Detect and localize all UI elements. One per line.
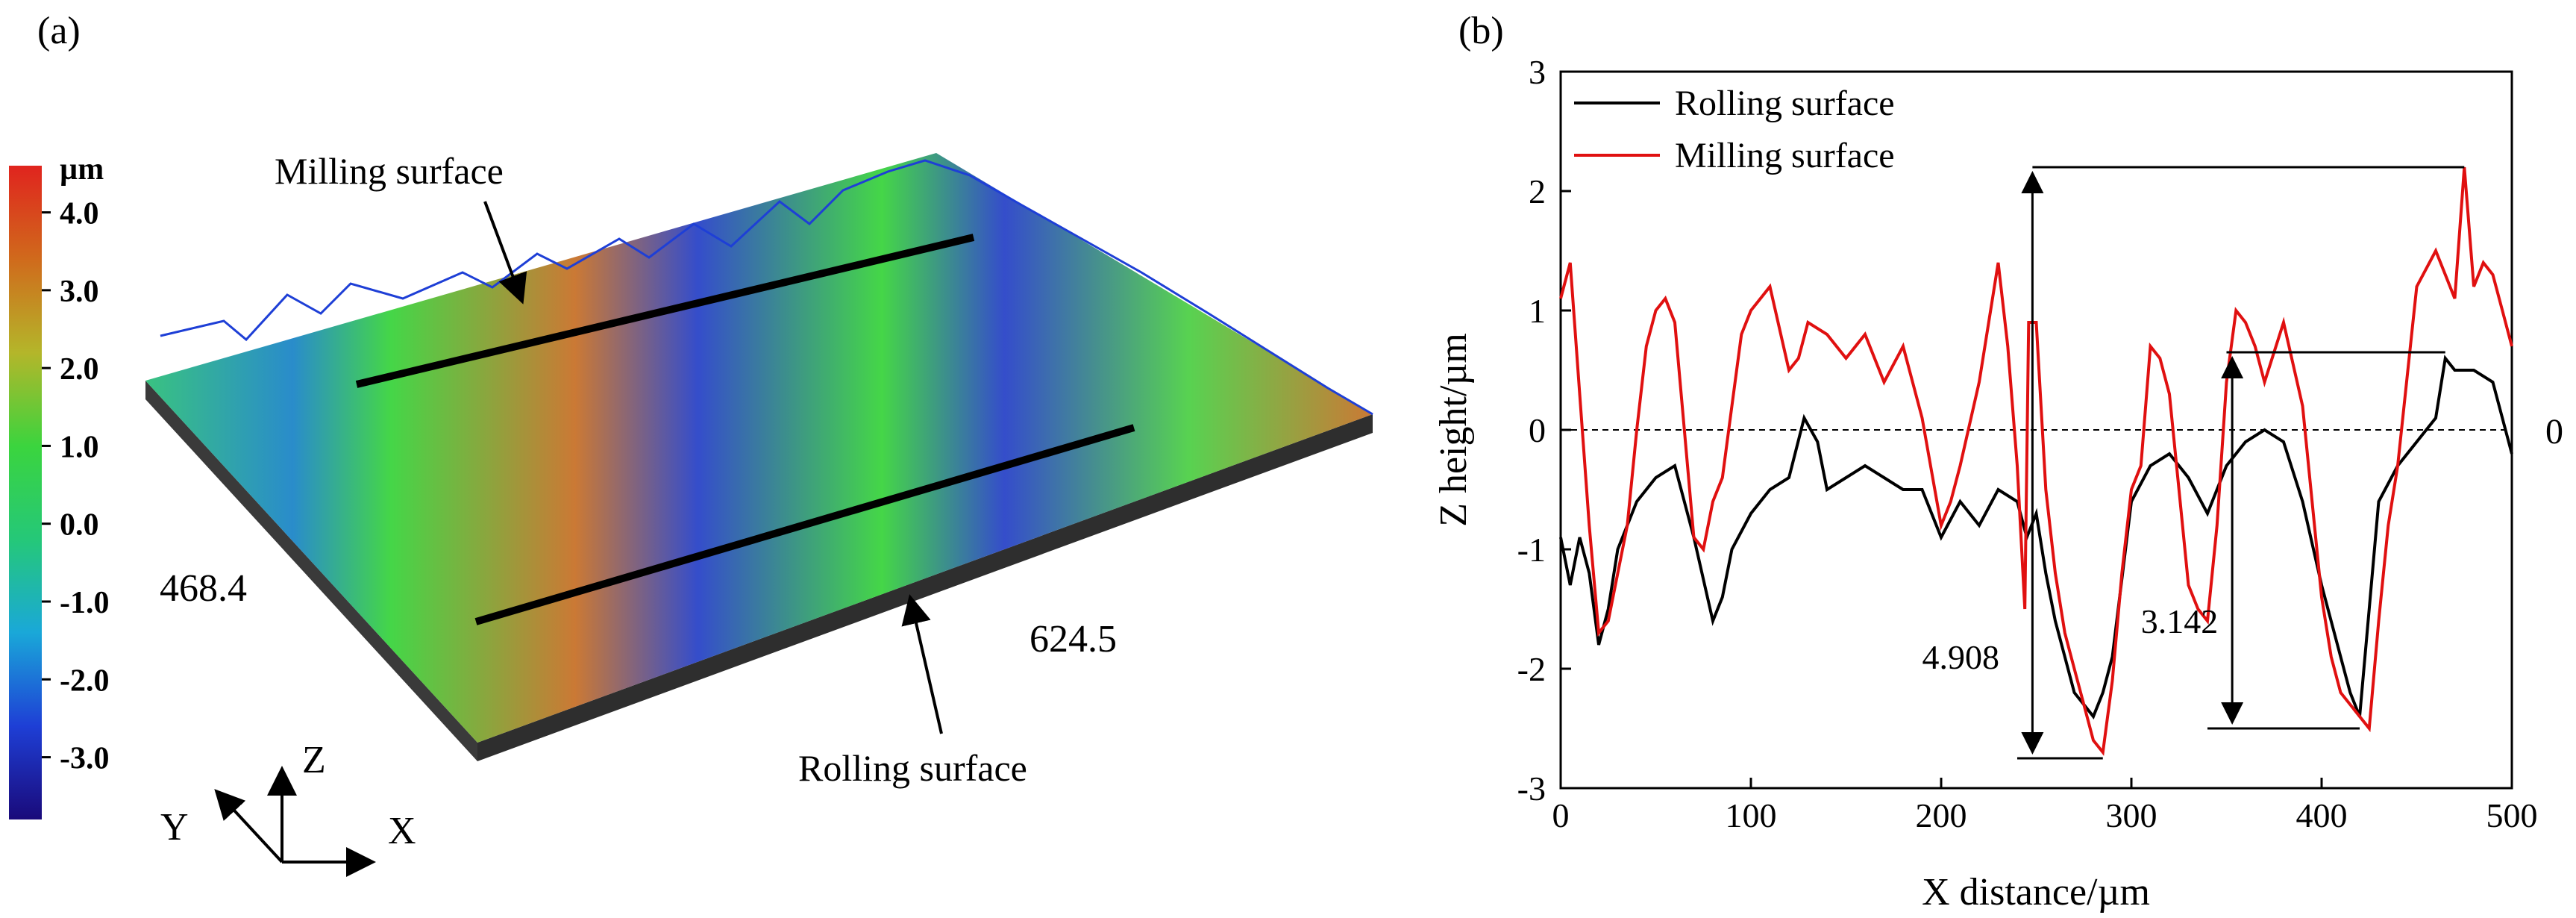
colorbar-tick-label: 3.0 bbox=[60, 275, 99, 309]
milling-surface-series bbox=[1559, 166, 2513, 756]
x-tick-label: 100 bbox=[1726, 796, 1777, 834]
colorbar-tick-label: 2.0 bbox=[60, 352, 99, 387]
surface-top bbox=[145, 153, 1373, 743]
range-annotations bbox=[2017, 166, 2465, 760]
surface-ridge-profile bbox=[160, 159, 1373, 416]
milling-range-label: 4.908 bbox=[1922, 638, 2000, 676]
colorbar-tick-label: 1.0 bbox=[60, 430, 99, 464]
y-tick-label: 0 bbox=[1529, 411, 1546, 449]
legend-milling-label: Milling surface bbox=[1675, 136, 1895, 175]
colorbar-unit: µm bbox=[60, 152, 104, 187]
rolling-scan-line bbox=[474, 424, 1135, 625]
triad-y-label: Y bbox=[160, 806, 189, 849]
dimension-y-extent: 468.4 bbox=[160, 567, 247, 610]
x-tick-label: 0 bbox=[1552, 796, 1570, 834]
x-tick-label: 400 bbox=[2296, 796, 2348, 834]
x-axis-title: X distance/µm bbox=[1922, 871, 2150, 914]
milling-scan-line bbox=[355, 234, 975, 388]
y-axis-title: Z height/µm bbox=[1432, 333, 1475, 527]
colorbar-tick-label: 4.0 bbox=[60, 197, 99, 231]
y-tick-label: -3 bbox=[1517, 769, 1546, 808]
colorbar-ramp bbox=[9, 166, 42, 819]
panel-b-label: (b) bbox=[1458, 10, 1504, 52]
surface-3d bbox=[145, 153, 1373, 761]
y-tick-label: -1 bbox=[1517, 531, 1546, 569]
y-axis-ticks: -3 -2 -1 0 1 2 3 bbox=[1517, 53, 1571, 808]
panel-b: (b) 0 100 200 300 400 500 -3 -2 -1 0 1 2 3 4.908 3.… bbox=[1432, 10, 2563, 914]
y-tick-label: 3 bbox=[1529, 53, 1546, 91]
colorbar-ticks: 4.0 3.0 2.0 1.0 0.0 -1.0 -2.0 -3.0 bbox=[42, 197, 110, 776]
x-tick-label: 500 bbox=[2486, 796, 2538, 834]
panel-a: (a) µm 4.0 3.0 2.0 1.0 0.0 -1.0 -2.0 -3.0 Milli… bbox=[9, 10, 1373, 877]
rolling-surface-label: Rolling surface bbox=[798, 747, 1027, 789]
colorbar-tick-label: -3.0 bbox=[60, 742, 110, 776]
y-tick-label: -2 bbox=[1517, 650, 1546, 688]
colorbar-tick-label: 0.0 bbox=[60, 508, 99, 543]
legend: Rolling surface Milling surface bbox=[1574, 84, 1895, 175]
triad-y-axis bbox=[214, 789, 283, 864]
dimension-x-extent: 624.5 bbox=[1030, 618, 1117, 661]
rolling-surface-series bbox=[1559, 355, 2513, 719]
rolling-arrow bbox=[901, 594, 943, 734]
triad-x-label: X bbox=[388, 810, 416, 852]
colorbar-tick-label: -1.0 bbox=[60, 586, 110, 620]
axes-triad: Z X Y bbox=[160, 739, 416, 877]
surface-base-right bbox=[477, 414, 1373, 761]
x-tick-label: 200 bbox=[1916, 796, 1967, 834]
colorbar: µm 4.0 3.0 2.0 1.0 0.0 -1.0 -2.0 -3.0 bbox=[9, 152, 110, 819]
surface-base-front bbox=[145, 381, 477, 761]
x-tick-label: 300 bbox=[2106, 796, 2157, 834]
y-tick-label: 1 bbox=[1529, 292, 1546, 330]
panel-a-label: (a) bbox=[37, 10, 81, 52]
zero-side-label: 0 bbox=[2545, 412, 2563, 452]
legend-rolling-label: Rolling surface bbox=[1675, 84, 1895, 123]
y-tick-label: 2 bbox=[1529, 172, 1546, 210]
milling-arrow bbox=[483, 201, 527, 305]
rolling-range-label: 3.142 bbox=[2141, 602, 2219, 640]
milling-surface-label: Milling surface bbox=[275, 150, 504, 192]
triad-z-label: Z bbox=[302, 739, 326, 781]
colorbar-tick-label: -2.0 bbox=[60, 663, 110, 698]
x-axis-ticks: 0 100 200 300 400 500 bbox=[1552, 778, 2538, 834]
